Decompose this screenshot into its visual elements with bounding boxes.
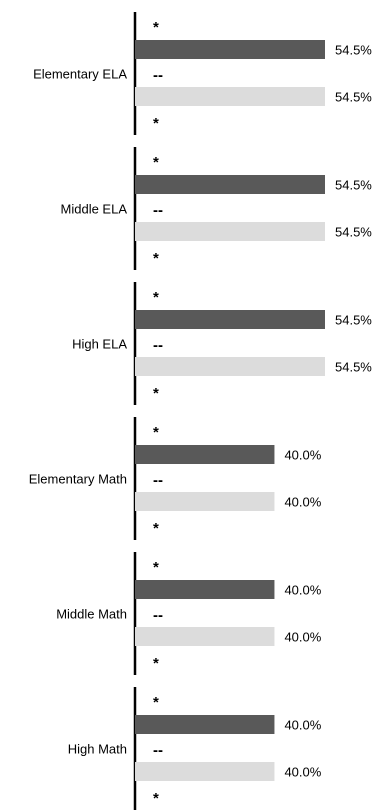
bar-dark [135,445,275,464]
dash-marker: -- [153,472,163,489]
bar-dark [135,580,275,599]
asterisk-marker: * [153,289,159,306]
bar-light [135,627,275,646]
value-label: 40.0% [284,765,321,780]
bar-light [135,87,325,106]
asterisk-marker: * [153,790,159,807]
value-label: 40.0% [284,448,321,463]
category-label: Elementary Math [29,472,127,487]
asterisk-marker: * [153,385,159,402]
bar-light [135,762,275,781]
value-label: 54.5% [335,313,372,328]
value-label: 54.5% [335,43,372,58]
asterisk-marker: * [153,154,159,171]
bar-dark [135,175,325,194]
value-label: 54.5% [335,90,372,105]
category-label: Elementary ELA [33,67,127,82]
asterisk-marker: * [153,655,159,672]
bar-dark [135,310,325,329]
value-label: 54.5% [335,178,372,193]
dash-marker: -- [153,67,163,84]
value-label: 40.0% [284,583,321,598]
asterisk-marker: * [153,115,159,132]
value-label: 40.0% [284,630,321,645]
value-label: 40.0% [284,495,321,510]
asterisk-marker: * [153,520,159,537]
bar-light [135,357,325,376]
asterisk-marker: * [153,19,159,36]
dash-marker: -- [153,742,163,759]
asterisk-marker: * [153,559,159,576]
bar-dark [135,40,325,59]
dash-marker: -- [153,202,163,219]
asterisk-marker: * [153,250,159,267]
dash-marker: -- [153,607,163,624]
value-label: 54.5% [335,360,372,375]
dash-marker: -- [153,337,163,354]
value-label: 54.5% [335,225,372,240]
category-label: High Math [68,742,127,757]
category-label: High ELA [72,337,127,352]
category-label: Middle Math [56,607,127,622]
asterisk-marker: * [153,694,159,711]
category-label: Middle ELA [61,202,128,217]
bar-dark [135,715,275,734]
plot-area: Elementary ELA 54.5% 54.5% * -- * Middle ELA 54… [29,12,372,810]
bar-light [135,222,325,241]
bar-light [135,492,275,511]
value-label: 40.0% [284,718,321,733]
asterisk-marker: * [153,424,159,441]
